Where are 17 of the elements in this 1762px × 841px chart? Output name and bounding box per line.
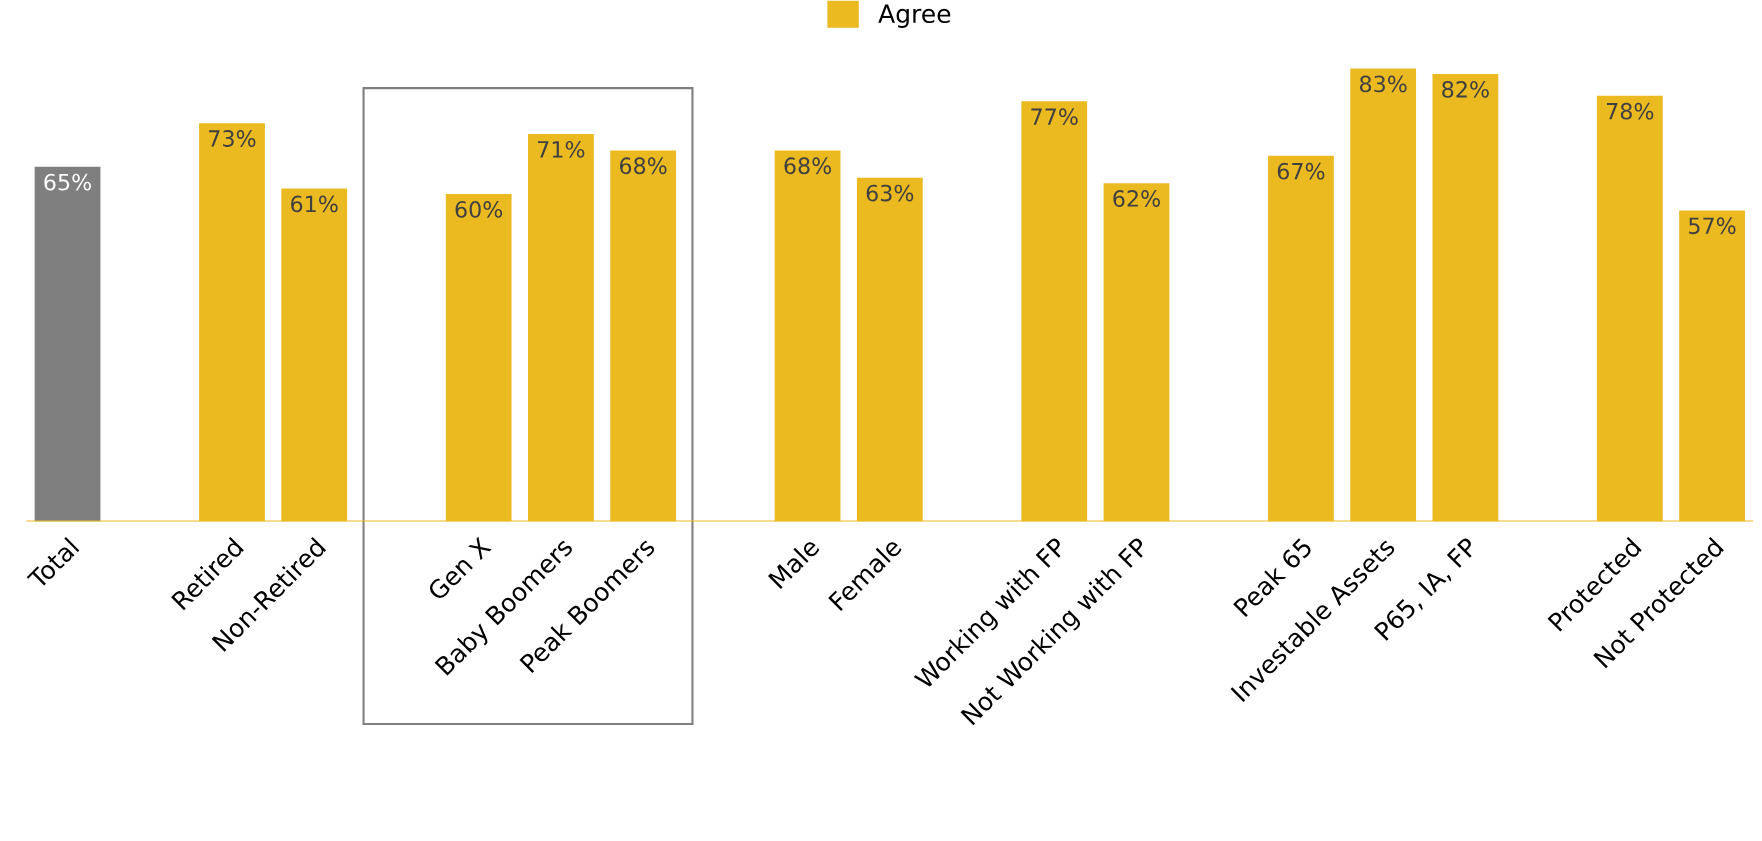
data-label: 67% [1277, 162, 1325, 180]
bar [34, 166, 101, 522]
data-label: 73% [209, 130, 256, 147]
data-label: 60% [455, 201, 503, 218]
data-label: 68% [784, 157, 832, 175]
data-label: 77% [1031, 108, 1078, 126]
data-label: 82% [1442, 80, 1489, 98]
data-label: 63% [866, 184, 914, 202]
data-label: 62% [1113, 190, 1160, 207]
data-label: 61% [291, 195, 338, 213]
data-label: 68% [619, 157, 667, 175]
data-label: 65% [44, 173, 92, 191]
legend-label: Agree [878, 4, 951, 28]
data-label: 78% [1606, 102, 1654, 120]
data-label: 57% [1689, 217, 1736, 235]
data-label: 71% [538, 140, 585, 158]
data-label: 83% [1359, 75, 1407, 93]
